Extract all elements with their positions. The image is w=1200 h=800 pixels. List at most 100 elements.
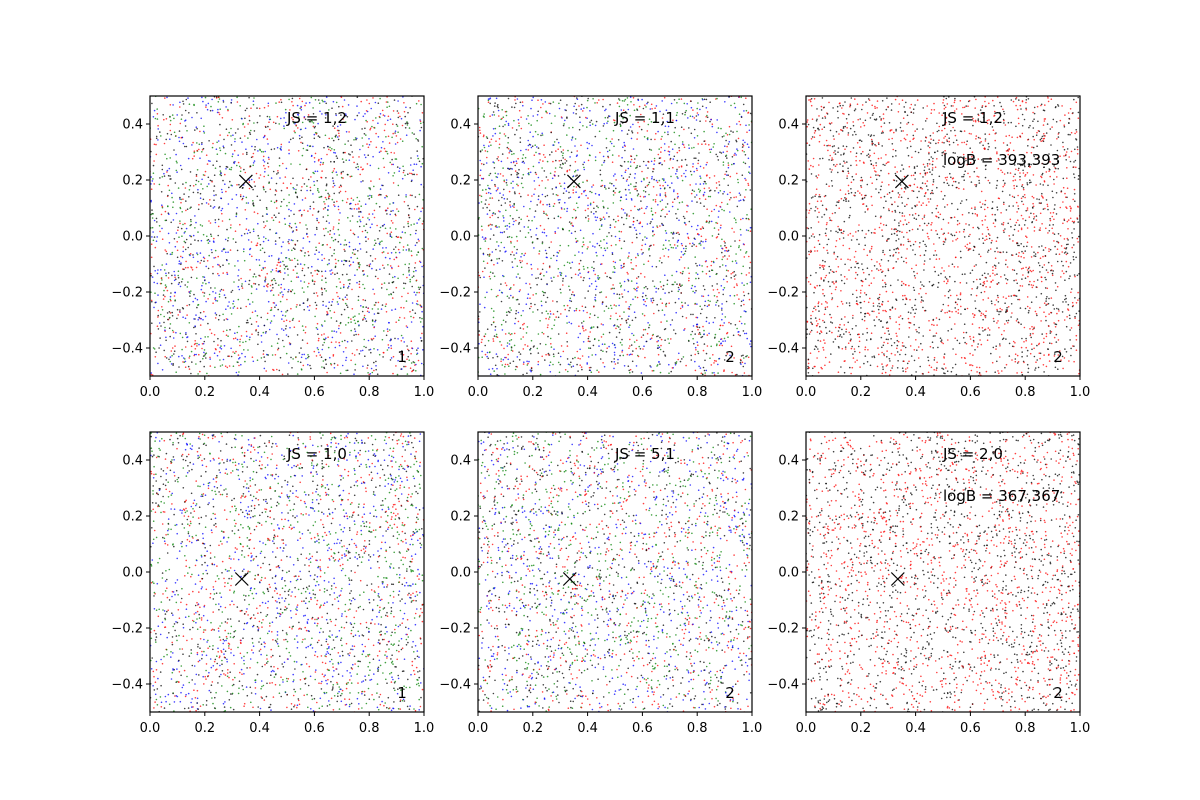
- scatter-point: [722, 256, 724, 258]
- scatter-point: [581, 326, 584, 328]
- scatter-point: [338, 129, 340, 132]
- scatter-point: [712, 289, 715, 291]
- scatter-point: [479, 247, 482, 250]
- scatter-point: [188, 196, 190, 198]
- scatter-point: [226, 273, 229, 276]
- scatter-point: [489, 192, 492, 195]
- scatter-point: [150, 199, 152, 202]
- scatter-point: [159, 177, 161, 179]
- scatter-point: [248, 131, 251, 134]
- scatter-point: [559, 363, 562, 366]
- scatter-point: [651, 301, 654, 304]
- scatter-point: [254, 146, 256, 148]
- scatter-point: [209, 222, 212, 224]
- scatter-point: [708, 177, 711, 179]
- scatter-point: [703, 187, 706, 190]
- scatter-point: [563, 304, 565, 307]
- scatter-point: [620, 247, 623, 250]
- scatter-point: [484, 237, 487, 239]
- scatter-point: [647, 101, 649, 104]
- scatter-point: [203, 351, 205, 354]
- scatter-point: [389, 233, 392, 235]
- scatter-point: [713, 372, 715, 374]
- scatter-point: [555, 186, 557, 189]
- scatter-point: [359, 263, 361, 266]
- scatter-point: [637, 254, 639, 257]
- scatter-point: [303, 274, 306, 277]
- scatter-point: [589, 203, 592, 206]
- scatter-point: [275, 190, 278, 192]
- scatter-point: [178, 136, 180, 139]
- scatter-point: [617, 139, 620, 141]
- scatter-point: [630, 261, 632, 264]
- scatter-point: [548, 265, 551, 268]
- scatter-point: [654, 107, 656, 109]
- scatter-point: [589, 110, 591, 112]
- scatter-point: [670, 246, 673, 249]
- scatter-point: [622, 354, 625, 357]
- scatter-point: [383, 147, 386, 150]
- scatter-point: [708, 187, 710, 189]
- scatter-point: [568, 191, 570, 194]
- scatter-point: [605, 137, 608, 140]
- scatter-point: [395, 286, 398, 289]
- scatter-point: [272, 302, 275, 304]
- scatter-point: [507, 122, 510, 125]
- scatter-point: [534, 130, 537, 133]
- scatter-point: [326, 243, 329, 246]
- scatter-point: [735, 283, 738, 285]
- scatter-point: [508, 235, 511, 238]
- scatter-point: [699, 305, 701, 308]
- scatter-point: [569, 289, 571, 291]
- scatter-point: [510, 294, 512, 297]
- scatter-point: [605, 296, 607, 298]
- scatter-point: [219, 123, 221, 126]
- scatter-point: [600, 291, 603, 293]
- scatter-point: [197, 239, 199, 242]
- scatter-point: [517, 311, 520, 314]
- scatter-point: [484, 203, 487, 205]
- scatter-point: [533, 345, 535, 347]
- scatter-point: [678, 219, 680, 221]
- scatter-point: [341, 273, 344, 276]
- scatter-point: [693, 243, 695, 246]
- scatter-point: [184, 222, 186, 225]
- scatter-point: [533, 180, 536, 182]
- scatter-point: [483, 306, 486, 309]
- scatter-point: [205, 352, 208, 355]
- scatter-point: [168, 189, 171, 192]
- scatter-point: [515, 276, 518, 278]
- scatter-point: [335, 134, 337, 137]
- scatter-point: [503, 347, 505, 350]
- scatter-point: [711, 235, 714, 237]
- scatter-point: [739, 228, 742, 231]
- scatter-point: [199, 252, 202, 254]
- scatter-point: [653, 233, 656, 236]
- scatter-point: [500, 241, 503, 244]
- scatter-point: [661, 302, 664, 305]
- scatter-point: [252, 204, 255, 207]
- scatter-point: [275, 270, 278, 272]
- scatter-point: [350, 318, 352, 320]
- scatter-point: [336, 129, 339, 132]
- scatter-point: [302, 329, 305, 332]
- scatter-point: [571, 293, 573, 296]
- scatter-point: [380, 150, 382, 152]
- scatter-point: [543, 170, 546, 172]
- scatter-point: [750, 345, 752, 348]
- scatter-point: [632, 123, 634, 126]
- scatter-point: [740, 363, 742, 365]
- scatter-point: [262, 221, 265, 223]
- scatter-point: [496, 262, 499, 264]
- scatter-point: [341, 340, 344, 343]
- scatter-point: [202, 100, 204, 103]
- scatter-point: [507, 353, 510, 356]
- scatter-point: [179, 106, 181, 108]
- scatter-point: [218, 293, 221, 296]
- scatter-point: [530, 268, 533, 270]
- scatter-point: [279, 177, 281, 179]
- scatter-point: [678, 201, 681, 204]
- scatter-point: [299, 361, 302, 364]
- scatter-point: [417, 303, 419, 306]
- scatter-point: [295, 226, 298, 228]
